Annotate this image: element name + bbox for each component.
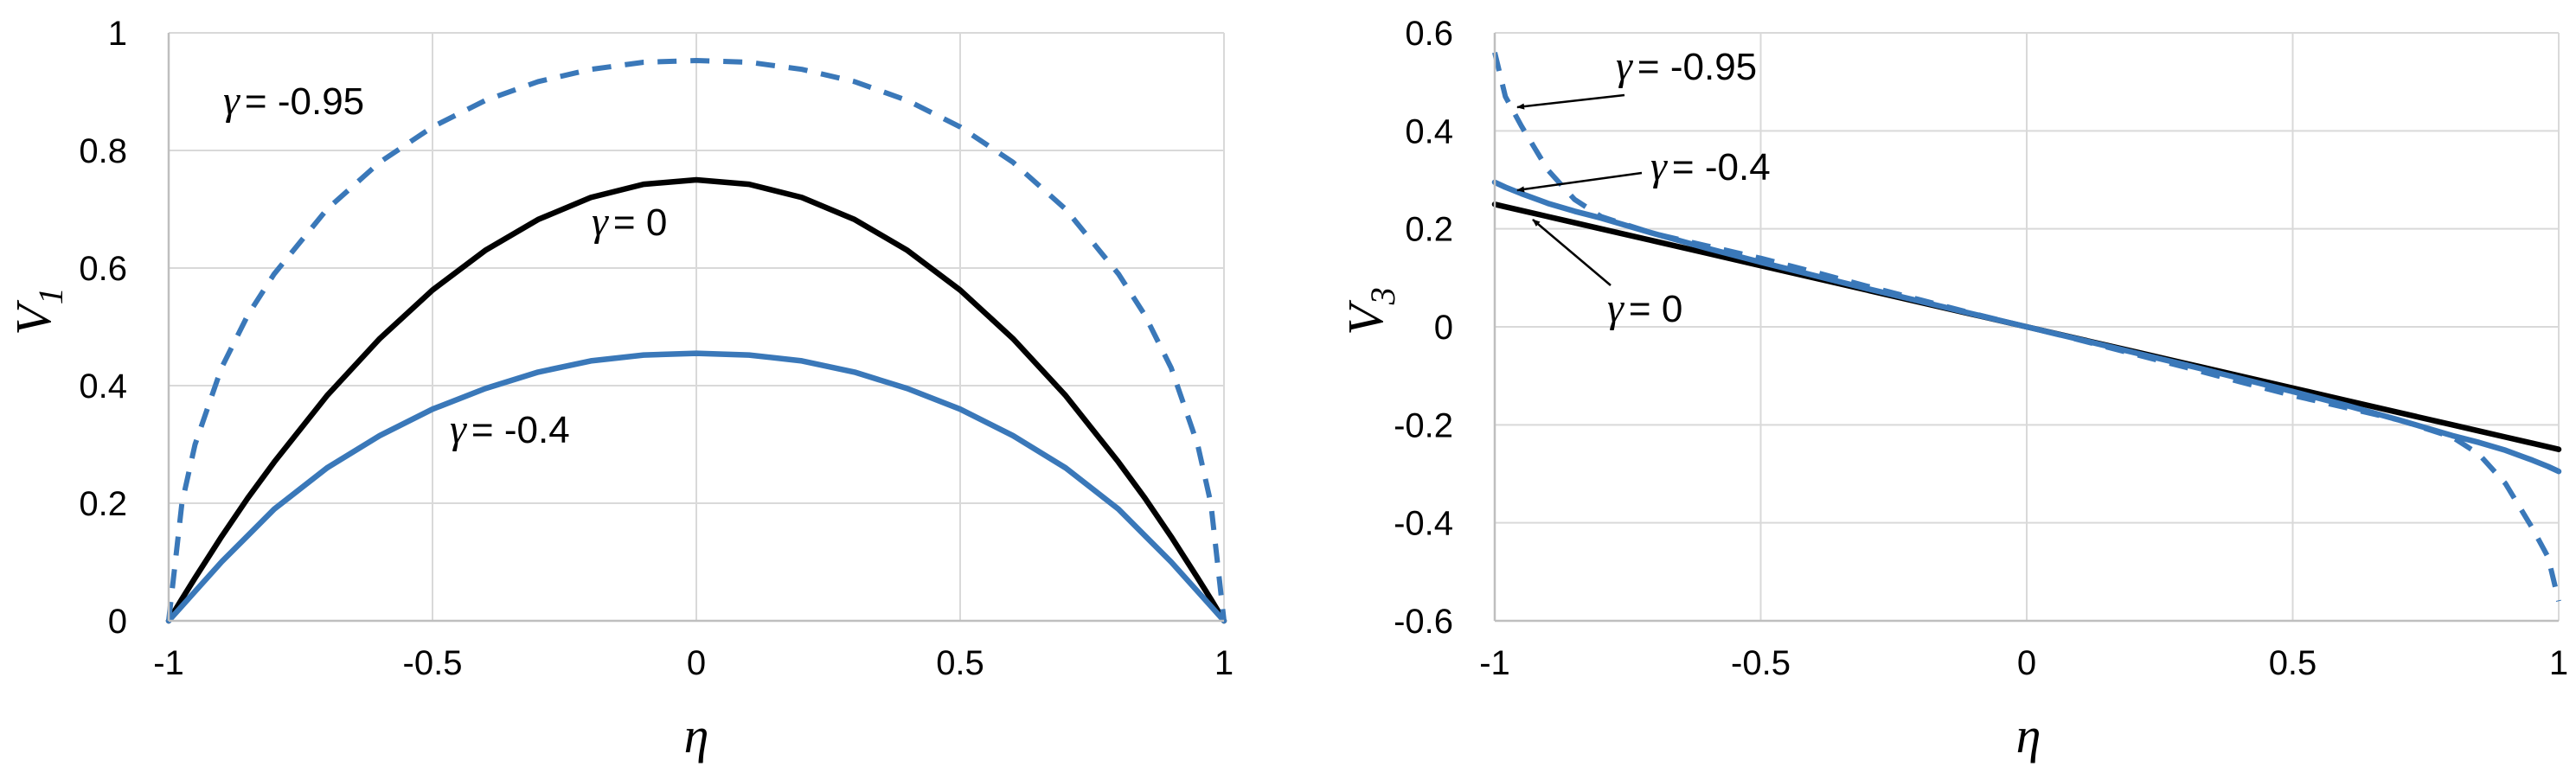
v1-x-tick-label: 1: [1214, 644, 1234, 682]
v3-annotation-gamma-neg04: γ = -0.4: [1650, 144, 1771, 189]
v1-y-tick-label: 0.4: [79, 367, 127, 406]
v1-annotation-gamma-0: γ = 0: [592, 199, 667, 245]
v1-x-tick-labels: -1 -0.5 0 0.5 1: [153, 644, 1234, 682]
v3-x-tick-label: -0.5: [1731, 644, 1791, 682]
v1-series-line: [166, 58, 1227, 622]
v1-y-axis-symbol: V: [5, 299, 61, 335]
v3-y-axis-symbol: V: [1337, 299, 1394, 335]
v3-y-tick-label: -0.4: [1394, 505, 1453, 543]
v3-x-tick-labels: -1 -0.5 0 0.5 1: [1479, 644, 2568, 682]
v3-y-tick-label: 0.6: [1405, 15, 1453, 53]
v1-annotation-gamma-neg04: γ = -0.4: [450, 406, 570, 452]
v3-axis-frame: [1493, 33, 2559, 623]
v1-x-tick-label: -1: [153, 644, 184, 682]
chart-v1: -1 -0.5 0 0.5 1 00.20.40.60.81 η V1 γ = -0.95…: [5, 15, 1234, 763]
v3-y-tick-label: -0.6: [1394, 603, 1453, 641]
v3-series: [1491, 51, 2562, 603]
v1-x-tick-label: 0.5: [936, 644, 984, 682]
v3-y-tick-label: 0: [1434, 309, 1453, 347]
v1-x-tick-label: 0: [687, 644, 706, 682]
v1-y-axis-subscript: 1: [31, 287, 70, 304]
v3-y-axis-subscript: 3: [1363, 287, 1402, 305]
svg-text:V3: V3: [1337, 287, 1402, 335]
v1-x-tick-label: -0.5: [403, 644, 463, 682]
v3-annotation-arrow-neg04: [1516, 171, 1643, 193]
v1-y-tick-label: 0.6: [79, 250, 127, 288]
v1-x-axis-label: η: [684, 707, 709, 763]
v3-annotation-arrow-neg095: [1516, 93, 1625, 110]
v3-y-tick-label: 0.4: [1405, 112, 1453, 150]
v1-axis-frame: [167, 33, 1224, 623]
v1-y-tick-label: 0.2: [79, 485, 127, 523]
v1-y-tick-label: 0.8: [79, 132, 127, 170]
v1-annotation-gamma-neg095: γ = -0.95: [223, 78, 364, 124]
v1-series-line: [165, 176, 1227, 624]
v3-y-axis-label: V3: [1337, 287, 1402, 335]
v3-annotation-arrow-0: [1532, 219, 1612, 286]
v3-x-tick-label: 0: [2017, 644, 2036, 682]
v3-y-tick-label: -0.2: [1394, 406, 1453, 444]
v3-y-tick-labels: -0.6 -0.4 -0.2 0 0.2 0.4 0.6: [1394, 15, 1453, 641]
v1-y-tick-label: 1: [108, 15, 127, 53]
v1-y-tick-labels: 0 0.2 0.4 0.6 0.8 1: [79, 15, 127, 641]
chart-v3: -1 -0.5 0 0.5 1 -0.6-0.4-0.200.20.40.6 η V3 …: [1337, 15, 2568, 763]
v3-x-tick-label: 0.5: [2269, 644, 2317, 682]
v3-annotation-gamma-neg095: γ = -0.95: [1616, 43, 1757, 89]
v1-y-tick-label: 0: [108, 603, 127, 641]
v3-x-tick-label: -1: [1479, 644, 1510, 682]
v3-x-axis-label: η: [2016, 707, 2041, 763]
v1-y-axis-label: V1: [5, 287, 70, 335]
v3-annotation-gamma-0: γ = 0: [1607, 285, 1682, 331]
svg-text:V1: V1: [5, 287, 70, 335]
v1-series: [165, 58, 1227, 624]
v3-y-tick-label: 0.2: [1405, 211, 1453, 249]
v3-x-tick-label: 1: [2549, 644, 2568, 682]
v3-series-line: [1492, 51, 2561, 603]
v1-series-line: [165, 350, 1227, 624]
